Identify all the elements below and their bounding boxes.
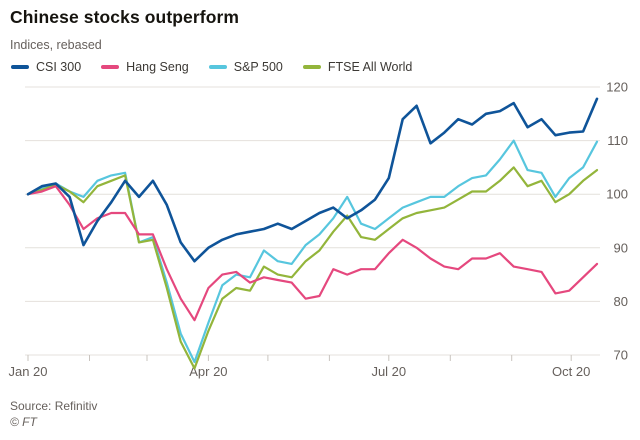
y-axis-label-90: 90 (614, 240, 628, 255)
x-axis-label: Oct 20 (552, 364, 590, 379)
series-line-csi-300 (26, 97, 599, 263)
legend-label: S&P 500 (233, 60, 283, 74)
chart-subtitle: Indices, rebased (10, 38, 102, 52)
series-line-hang-seng (26, 185, 599, 322)
legend-item-hang-seng: Hang Seng (101, 60, 189, 74)
legend-item-sp-500: S&P 500 (208, 60, 283, 74)
series-line-s-p-500 (26, 139, 599, 364)
ft-credit: © FT (10, 415, 37, 429)
x-axis-label: Apr 20 (189, 364, 227, 379)
source-note: Source: Refinitiv (10, 399, 98, 413)
legend-item-ftse-all-world: FTSE All World (302, 60, 413, 74)
csi-300-line-swatch (11, 65, 29, 69)
legend-label: FTSE All World (327, 60, 413, 74)
x-axis-label: Jan 20 (8, 364, 47, 379)
y-axis-label-110: 110 (607, 133, 628, 148)
hang-seng-line-swatch (101, 65, 120, 69)
x-axis-label: Jul 20 (371, 364, 406, 379)
y-axis-label-80: 80 (614, 294, 628, 309)
chart-title: Chinese stocks outperform (10, 7, 240, 27)
chart-legend: CSI 300 Hang Seng S&P 500 FTSE All World (11, 60, 412, 74)
series-line-ftse-all-world (26, 166, 599, 370)
legend-label: Hang Seng (126, 60, 189, 74)
legend-label: CSI 300 (36, 60, 82, 74)
y-axis-label-100: 100 (606, 187, 628, 202)
sp-500-line-swatch (208, 65, 227, 69)
legend-item-csi-300: CSI 300 (11, 60, 81, 74)
y-axis-label-70: 70 (614, 348, 628, 363)
y-axis-label-120: 120 (606, 80, 628, 95)
ftse-all-world-line-swatch (302, 65, 321, 69)
